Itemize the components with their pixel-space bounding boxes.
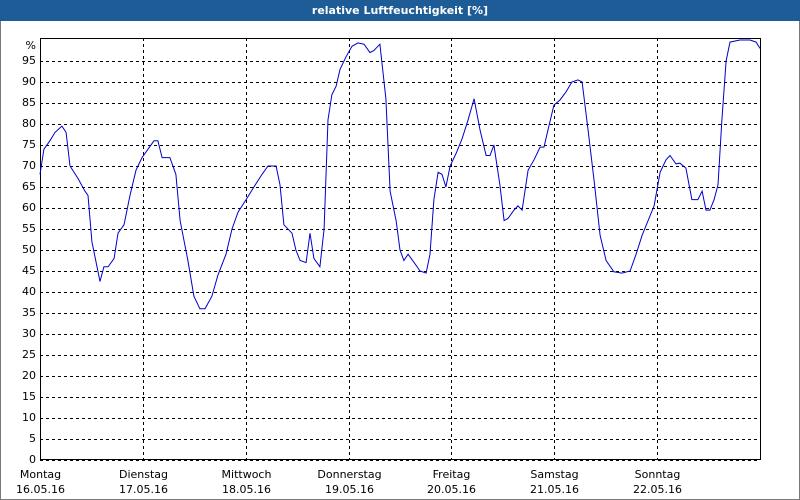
chart-title: relative Luftfeuchtigkeit [%] bbox=[312, 4, 488, 17]
x-tick-label: Montag bbox=[20, 468, 61, 481]
y-tick-label: 10 bbox=[22, 411, 36, 424]
y-tick-label: 80 bbox=[22, 117, 36, 130]
data-line bbox=[39, 39, 761, 310]
y-tick-label: 90 bbox=[22, 75, 36, 88]
y-tick-label: 70 bbox=[22, 159, 36, 172]
x-tick-label: Freitag bbox=[433, 468, 471, 481]
plot-border bbox=[40, 38, 761, 460]
y-tick-label: 55 bbox=[22, 222, 36, 235]
title-bar bbox=[0, 0, 800, 21]
x-tick-label: Donnerstag bbox=[317, 468, 381, 481]
x-tick-label: Dienstag bbox=[119, 468, 168, 481]
x-tick-date: 22.05.16 bbox=[633, 483, 682, 496]
y-tick-label: 25 bbox=[22, 348, 36, 361]
x-tick-date: 19.05.16 bbox=[325, 483, 374, 496]
x-tick-date: 21.05.16 bbox=[530, 483, 579, 496]
y-axis-label: % bbox=[26, 39, 36, 52]
y-tick-label: 65 bbox=[22, 180, 36, 193]
y-tick-label: 35 bbox=[22, 306, 36, 319]
y-tick-label: 15 bbox=[22, 390, 36, 403]
y-tick-label: 85 bbox=[22, 96, 36, 109]
y-tick-label: 60 bbox=[22, 201, 36, 214]
y-tick-label: 30 bbox=[22, 327, 36, 340]
x-tick-date: 18.05.16 bbox=[222, 483, 271, 496]
y-tick-label: 5 bbox=[29, 432, 36, 445]
x-tick-label: Samstag bbox=[530, 468, 578, 481]
y-tick-label: 40 bbox=[22, 285, 36, 298]
x-tick-date: 17.05.16 bbox=[119, 483, 168, 496]
x-tick-date: 20.05.16 bbox=[427, 483, 476, 496]
y-tick-label: 95 bbox=[22, 54, 36, 67]
y-tick-label: 0 bbox=[29, 453, 36, 466]
x-tick-label: Mittwoch bbox=[222, 468, 272, 481]
x-tick-date: 16.05.16 bbox=[16, 483, 65, 496]
y-tick-label: 20 bbox=[22, 369, 36, 382]
y-tick-label: 45 bbox=[22, 264, 36, 277]
x-tick-label: Sonntag bbox=[635, 468, 681, 481]
y-tick-label: 50 bbox=[22, 243, 36, 256]
y-tick-label: 75 bbox=[22, 138, 36, 151]
